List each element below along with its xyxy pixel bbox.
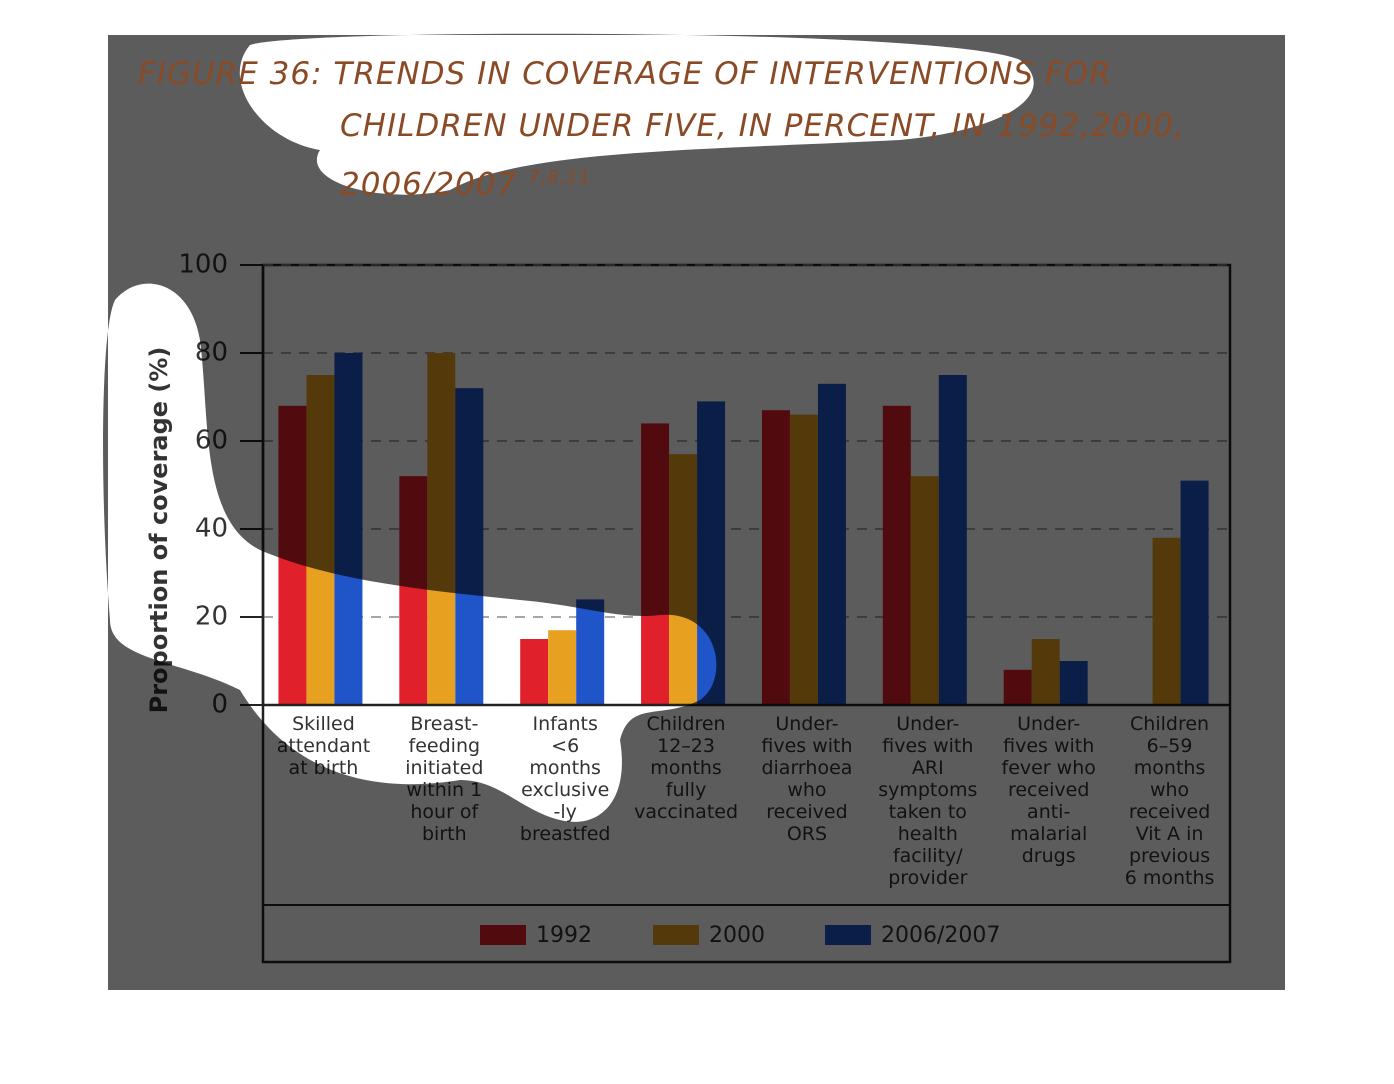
- y-tick-label: 20: [195, 602, 228, 632]
- chart-title: FIGURE 36: TRENDS IN COVERAGE OF INTERVE…: [138, 56, 1185, 203]
- bar: [576, 599, 605, 705]
- bar: [520, 639, 549, 705]
- overlay-mask: [103, 33, 1285, 990]
- y-axis-label: Proportion of coverage (%): [145, 347, 173, 714]
- title-superscript: 7,8,11: [528, 167, 592, 188]
- bar: [548, 630, 577, 705]
- y-tick-label: 40: [195, 514, 228, 544]
- chart-title-block: FIGURE 36: TRENDS IN COVERAGE OF INTERVE…: [138, 48, 1248, 210]
